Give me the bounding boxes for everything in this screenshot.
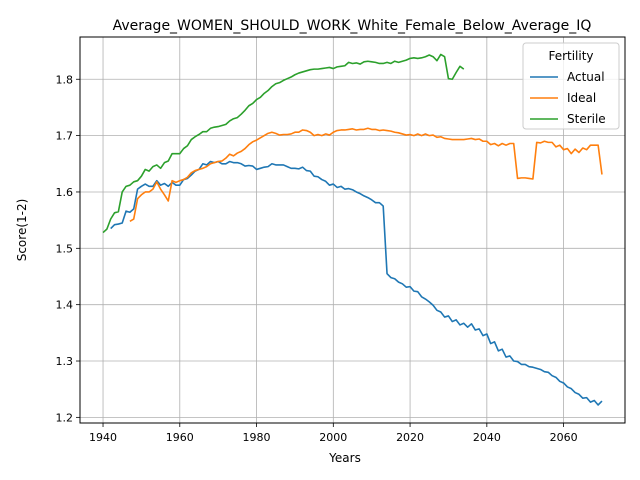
legend-title: Fertility [548, 49, 593, 63]
chart-title: Average_WOMEN_SHOULD_WORK_White_Female_B… [113, 18, 592, 34]
legend-box [522, 42, 620, 130]
y-axis-label: Score(1-2) [15, 199, 29, 262]
legend: Fertility Actual Ideal Sterile [522, 42, 620, 130]
legend-label-ideal: Ideal [567, 91, 596, 105]
series-line-actual [110, 160, 603, 406]
y-tick-label: 1.5 [56, 242, 74, 255]
x-axis-label: Years [328, 451, 361, 465]
series-line-ideal [129, 127, 603, 222]
x-tick-label: 1940 [89, 431, 117, 444]
x-tick-label: 2020 [396, 431, 424, 444]
y-axis: 1.2 1.3 1.4 1.5 1.6 1.7 1.8 [56, 73, 80, 424]
x-tick-label: 1980 [243, 431, 271, 444]
y-tick-label: 1.3 [56, 355, 74, 368]
legend-label-sterile: Sterile [567, 112, 606, 126]
y-tick-label: 1.6 [56, 186, 74, 199]
grid [80, 37, 625, 423]
legend-label-actual: Actual [567, 70, 605, 84]
y-tick-label: 1.8 [56, 73, 74, 86]
x-axis: 1940 1960 1980 2000 2020 2040 2060 [89, 423, 578, 444]
plot-frame [79, 36, 626, 424]
y-tick-label: 1.2 [56, 411, 74, 424]
y-tick-label: 1.7 [56, 130, 74, 143]
series-lines [102, 53, 603, 406]
x-tick-label: 2060 [550, 431, 578, 444]
x-tick-label: 1960 [166, 431, 194, 444]
series-line-sterile [102, 53, 465, 234]
x-tick-label: 2000 [319, 431, 347, 444]
y-tick-label: 1.4 [56, 299, 74, 312]
x-tick-label: 2040 [473, 431, 501, 444]
